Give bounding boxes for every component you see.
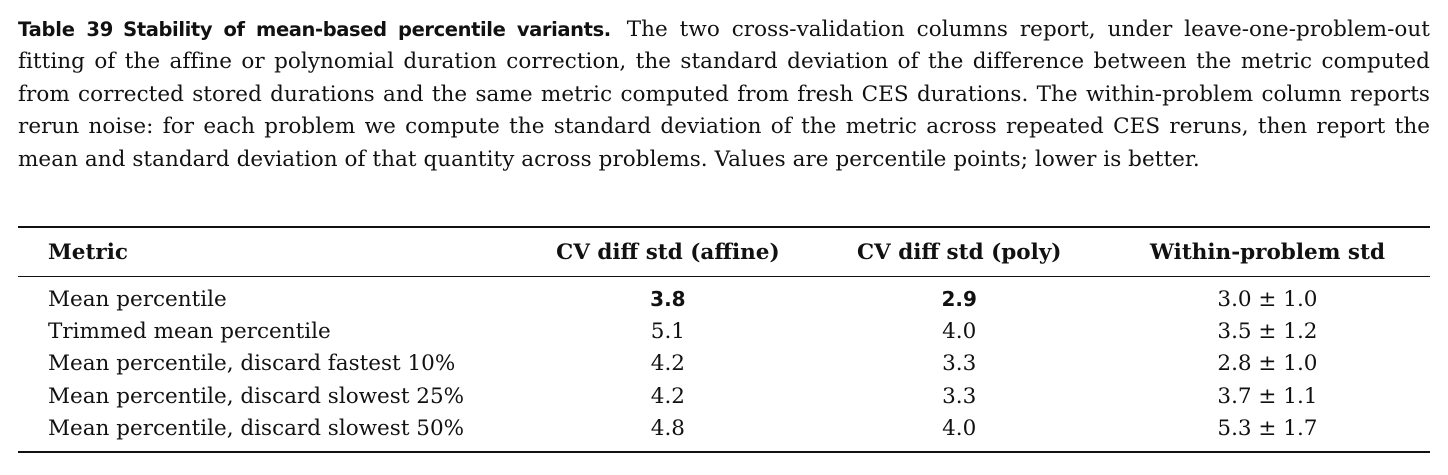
caption-label: Table 39 <box>18 18 114 41</box>
cell-cv-affine: 4.2 <box>650 351 685 377</box>
best-value: 3.8 <box>650 286 686 311</box>
cell-within-problem: 2.8 ± 1.0 <box>1217 351 1318 377</box>
best-value: 2.9 <box>941 286 977 311</box>
page: Table 39 Stability of mean-based percenti… <box>18 14 1430 452</box>
results-table: Metric CV diff std (affine) CV diff std … <box>18 226 1430 453</box>
table-header: Metric CV diff std (affine) CV diff std … <box>18 227 1430 277</box>
cell-cv-poly: 2.9 <box>814 277 1105 316</box>
cell-metric: Mean percentile, discard slowest 50% <box>48 416 465 442</box>
table-row: Mean percentile, discard fastest 10% 4.2… <box>18 348 1430 380</box>
header-metric: Metric <box>48 239 128 265</box>
cell-metric: Mean percentile, discard slowest 25% <box>48 383 465 409</box>
caption-text: The two cross-validation columns report,… <box>18 17 1430 172</box>
cell-within-problem: 3.5 ± 1.2 <box>1217 319 1318 345</box>
cell-metric: Mean percentile, discard fastest 10% <box>48 351 456 377</box>
header-cv-poly: CV diff std (poly) <box>856 239 1062 265</box>
table-body: Mean percentile 3.8 2.9 3.0 ± 1.0 Trimme… <box>18 277 1430 452</box>
table-row: Mean percentile 3.8 2.9 3.0 ± 1.0 <box>18 277 1430 316</box>
cell-cv-affine: 4.2 <box>650 383 685 409</box>
caption-title: Stability of mean-based percentile varia… <box>123 18 611 41</box>
table-caption: Table 39 Stability of mean-based percenti… <box>18 14 1430 176</box>
header-within-problem: Within-problem std <box>1149 239 1385 265</box>
cell-cv-poly: 3.3 <box>942 383 977 409</box>
table-row: Trimmed mean percentile 5.1 4.0 3.5 ± 1.… <box>18 315 1430 347</box>
cell-within-problem: 3.0 ± 1.0 <box>1217 286 1318 312</box>
cell-metric: Mean percentile <box>48 286 227 312</box>
cell-cv-affine: 3.8 <box>522 277 813 316</box>
header-cv-affine: CV diff std (affine) <box>556 239 780 265</box>
cell-within-problem: 3.7 ± 1.1 <box>1217 383 1318 409</box>
table-row: Mean percentile, discard slowest 50% 4.8… <box>18 413 1430 452</box>
cell-cv-poly: 4.0 <box>942 319 977 345</box>
cell-cv-affine: 5.1 <box>650 319 685 345</box>
cell-cv-affine: 4.8 <box>650 416 685 442</box>
table-row: Mean percentile, discard slowest 25% 4.2… <box>18 380 1430 412</box>
cell-cv-poly: 4.0 <box>942 416 977 442</box>
cell-metric: Trimmed mean percentile <box>48 319 331 345</box>
cell-cv-poly: 3.3 <box>942 351 977 377</box>
cell-within-problem: 5.3 ± 1.7 <box>1217 416 1318 442</box>
header-row: Metric CV diff std (affine) CV diff std … <box>18 227 1430 277</box>
